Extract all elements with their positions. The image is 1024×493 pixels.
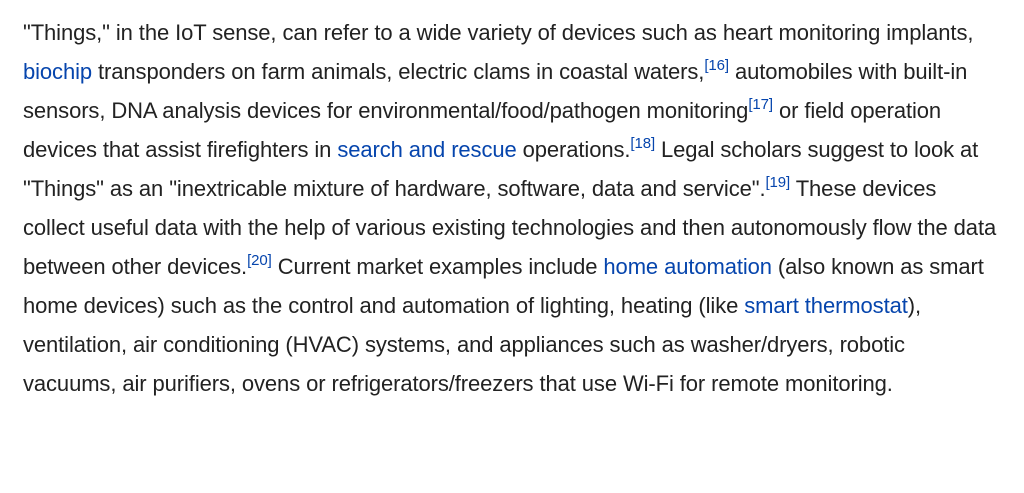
link-smart-thermostat[interactable]: smart thermostat	[744, 293, 908, 318]
text-segment: Current market examples include	[271, 254, 604, 279]
text-segment: Legal scholars suggest to look at "Thing…	[23, 137, 979, 201]
iot-things-paragraph: "Things," in the IoT sense, can refer to…	[23, 13, 1001, 403]
citation-link-20[interactable]: [20]	[247, 252, 272, 269]
citation-link-19[interactable]: [19]	[765, 174, 791, 191]
citation-link-16[interactable]: [16]	[704, 57, 729, 74]
citation-20: [20]	[247, 252, 272, 269]
citation-19: [19]	[765, 174, 790, 191]
link-biochip[interactable]: biochip	[23, 59, 93, 84]
link-search-and-rescue[interactable]: search and rescue	[337, 137, 517, 162]
text-segment: or field operation devices that assist f…	[23, 98, 942, 162]
text-segment: These devices collect useful data with t…	[23, 176, 997, 279]
text-segment: "Things," in the IoT sense, can refer to…	[23, 20, 974, 45]
text-segment: operations.	[516, 137, 631, 162]
link-home-automation[interactable]: home automation	[603, 254, 772, 279]
text-segment: automobiles with built-in sensors, DNA a…	[23, 59, 968, 123]
article-body: "Things," in the IoT sense, can refer to…	[23, 13, 1001, 403]
text-segment: transponders on farm animals, electric c…	[92, 59, 705, 84]
text-segment: (also known as smart home devices) such …	[23, 254, 984, 318]
citation-link-18[interactable]: [18]	[630, 135, 656, 152]
citation-link-17[interactable]: [17]	[748, 96, 773, 113]
citation-16: [16]	[704, 57, 729, 74]
text-segment: ), ventilation, air conditioning (HVAC) …	[23, 293, 921, 396]
citation-18: [18]	[630, 135, 655, 152]
citation-17: [17]	[748, 96, 773, 113]
